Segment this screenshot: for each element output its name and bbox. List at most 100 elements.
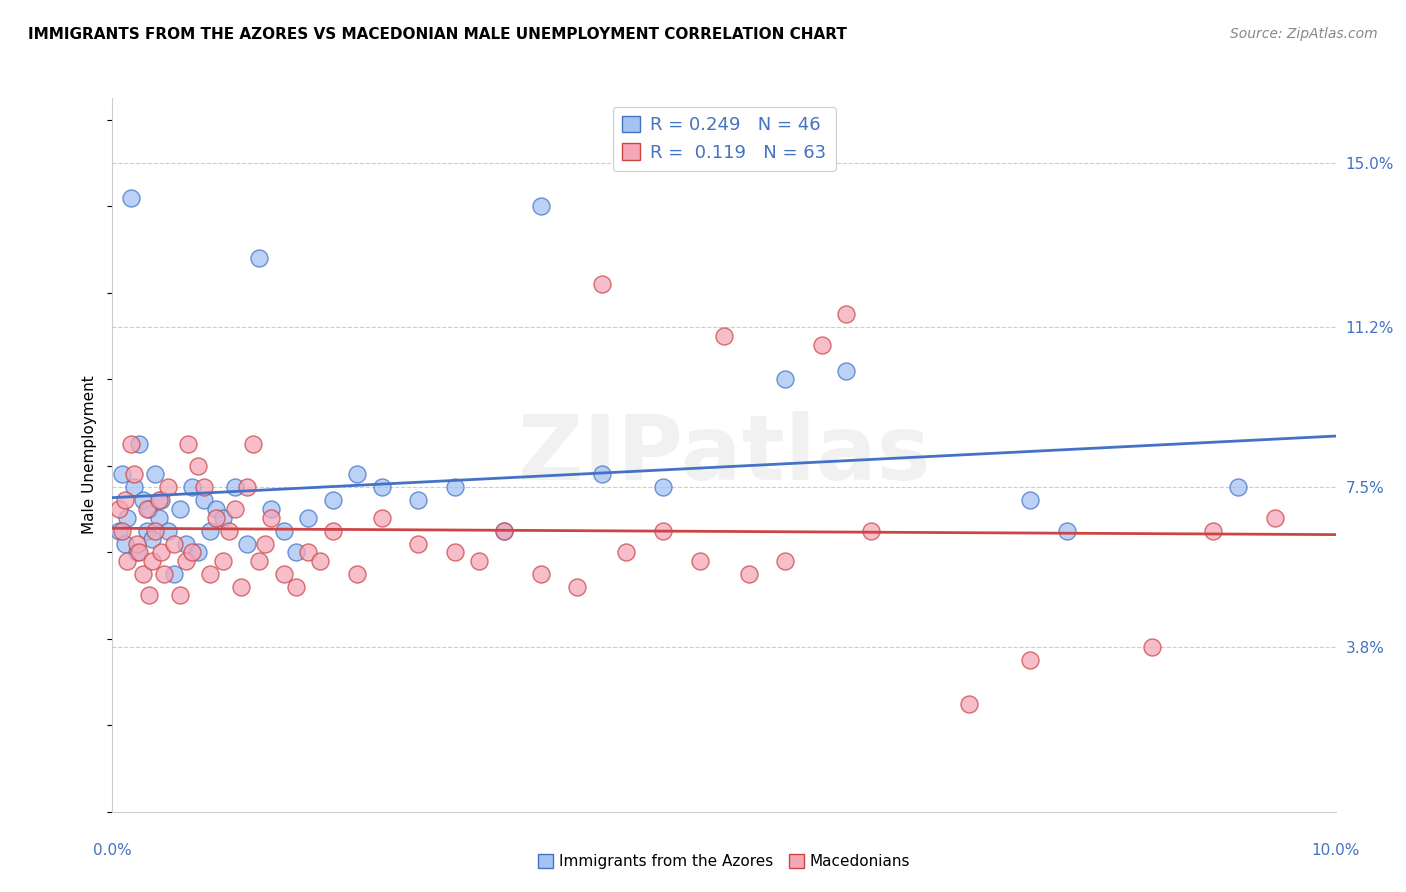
Point	[181, 545, 204, 559]
Point	[153, 566, 176, 581]
Point	[132, 566, 155, 581]
Point	[273, 524, 295, 538]
Point	[297, 545, 319, 559]
Point	[408, 493, 430, 508]
Point	[115, 510, 138, 524]
Point	[652, 524, 675, 538]
Point	[115, 554, 138, 568]
Point	[205, 510, 228, 524]
Point	[200, 566, 222, 581]
Point	[247, 251, 270, 265]
Point	[468, 554, 491, 568]
Point	[200, 524, 222, 538]
Point	[224, 480, 246, 494]
Legend: Immigrants from the Azores, Macedonians: Immigrants from the Azores, Macedonians	[531, 848, 917, 875]
Point	[1202, 524, 1225, 538]
Point	[1264, 510, 1286, 524]
Point	[591, 277, 613, 291]
Point	[859, 524, 882, 538]
Point	[111, 524, 134, 538]
Point	[181, 480, 204, 494]
Point	[1018, 493, 1040, 508]
Point	[163, 566, 186, 581]
Point	[174, 536, 197, 550]
Point	[1226, 480, 1249, 494]
Point	[148, 510, 170, 524]
Point	[141, 533, 163, 547]
Point	[150, 545, 173, 559]
Point	[1018, 653, 1040, 667]
Text: 10.0%: 10.0%	[1312, 843, 1360, 858]
Point	[1142, 640, 1164, 655]
Point	[156, 480, 179, 494]
Point	[492, 524, 515, 538]
Point	[218, 524, 240, 538]
Point	[273, 566, 295, 581]
Point	[242, 437, 264, 451]
Point	[254, 536, 277, 550]
Point	[236, 480, 259, 494]
Point	[492, 524, 515, 538]
Point	[284, 545, 308, 559]
Point	[114, 493, 136, 508]
Point	[652, 480, 675, 494]
Point	[187, 458, 209, 473]
Point	[260, 510, 283, 524]
Point	[567, 580, 589, 594]
Point	[957, 697, 980, 711]
Text: IMMIGRANTS FROM THE AZORES VS MACEDONIAN MALE UNEMPLOYMENT CORRELATION CHART: IMMIGRANTS FROM THE AZORES VS MACEDONIAN…	[28, 27, 846, 42]
Point	[114, 536, 136, 550]
Point	[529, 566, 551, 581]
Point	[614, 545, 637, 559]
Point	[138, 589, 160, 603]
Point	[111, 467, 134, 482]
Point	[169, 589, 191, 603]
Point	[444, 545, 467, 559]
Point	[229, 580, 252, 594]
Point	[150, 493, 173, 508]
Point	[124, 467, 146, 482]
Point	[132, 493, 155, 508]
Point	[138, 502, 160, 516]
Y-axis label: Male Unemployment: Male Unemployment	[82, 376, 97, 534]
Point	[322, 493, 344, 508]
Point	[177, 437, 200, 451]
Point	[309, 554, 332, 568]
Point	[1056, 524, 1078, 538]
Point	[193, 480, 215, 494]
Point	[163, 536, 186, 550]
Point	[211, 510, 233, 524]
Point	[346, 566, 368, 581]
Point	[247, 554, 270, 568]
Point	[260, 502, 283, 516]
Point	[187, 545, 209, 559]
Point	[205, 502, 228, 516]
Point	[224, 502, 246, 516]
Point	[346, 467, 368, 482]
Point	[135, 502, 157, 516]
Point	[737, 566, 759, 581]
Point	[713, 329, 735, 343]
Point	[148, 493, 170, 508]
Point	[120, 191, 142, 205]
Point	[125, 536, 148, 550]
Point	[835, 307, 858, 321]
Point	[128, 545, 150, 559]
Point	[591, 467, 613, 482]
Point	[211, 554, 233, 568]
Point	[444, 480, 467, 494]
Point	[529, 199, 551, 213]
Point	[135, 524, 157, 538]
Point	[322, 524, 344, 538]
Point	[143, 467, 166, 482]
Point	[125, 545, 148, 559]
Point	[107, 502, 129, 516]
Point	[811, 337, 834, 351]
Point	[773, 554, 796, 568]
Point	[370, 510, 392, 524]
Point	[835, 363, 858, 377]
Point	[120, 437, 142, 451]
Point	[297, 510, 319, 524]
Point	[124, 480, 146, 494]
Point	[193, 493, 215, 508]
